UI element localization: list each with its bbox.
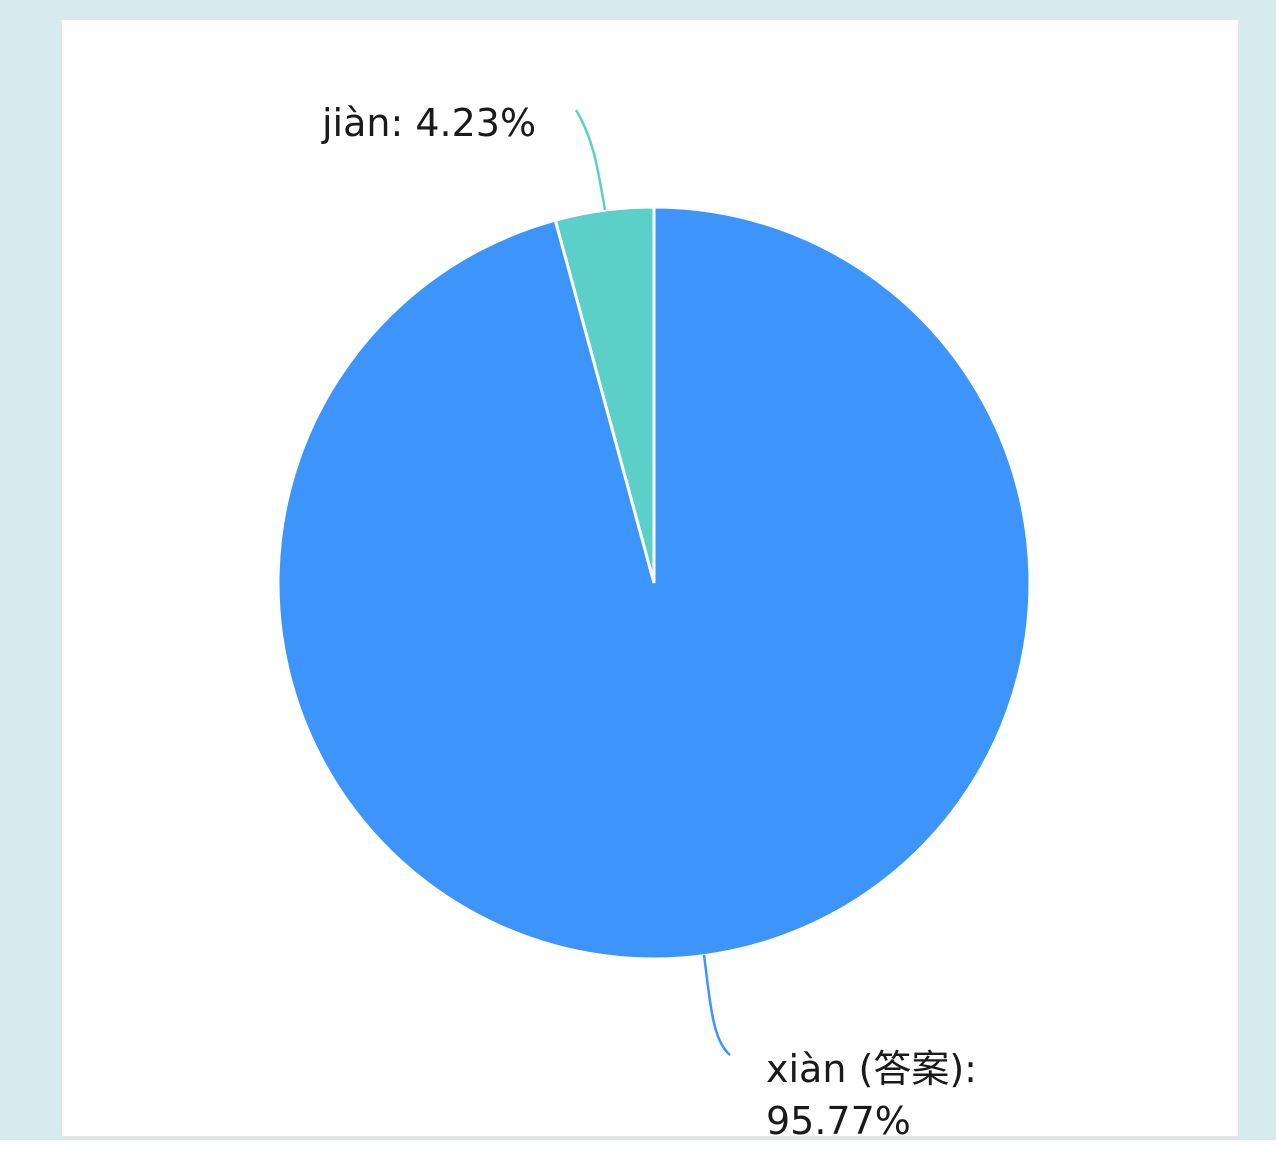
leader-line-jian bbox=[574, 109, 607, 211]
slice-label-xian-line2: 95.77% bbox=[766, 1099, 911, 1143]
pie-slices bbox=[276, 205, 1032, 961]
slice-label-xian-line1: xiàn (答案): bbox=[766, 1047, 977, 1091]
pie-slice-xian bbox=[276, 205, 1032, 961]
leader-line-xian bbox=[702, 954, 731, 1056]
leader-lines bbox=[574, 109, 731, 1056]
slice-label-jian: jiàn: 4.23% bbox=[321, 101, 536, 145]
page-bottom-strip bbox=[0, 1140, 1276, 1172]
